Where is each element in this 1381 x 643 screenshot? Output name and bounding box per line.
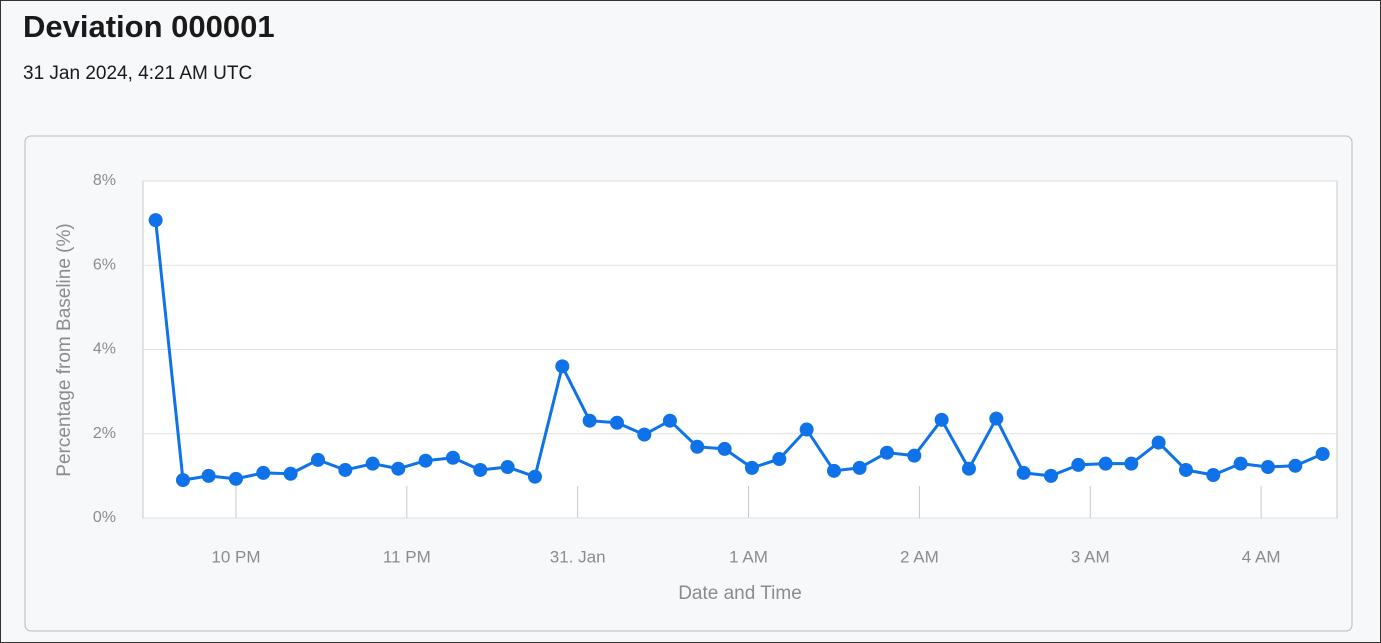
point — [637, 427, 652, 442]
point — [527, 469, 542, 484]
point — [1151, 435, 1166, 450]
point — [365, 456, 380, 471]
point — [445, 450, 460, 465]
point — [1016, 465, 1031, 480]
point — [799, 422, 814, 437]
point — [717, 441, 732, 456]
point — [418, 453, 433, 468]
x-tick-label: 2 AM — [900, 547, 939, 566]
point — [934, 412, 949, 427]
point — [175, 473, 190, 488]
x-tick-label: 31. Jan — [550, 547, 606, 566]
point — [473, 462, 488, 477]
y-tick-label: 6% — [93, 256, 116, 273]
point — [310, 452, 325, 467]
y-tick-label: 0% — [93, 509, 116, 526]
point — [1206, 468, 1221, 483]
subtitle: 31 Jan 2024, 4:21 AM UTC — [23, 63, 253, 84]
point — [256, 465, 271, 480]
point — [744, 460, 759, 475]
x-tick-label: 1 AM — [729, 547, 768, 566]
point — [609, 415, 624, 430]
point — [1124, 456, 1139, 471]
point — [662, 413, 677, 428]
point — [1178, 462, 1193, 477]
point — [228, 471, 243, 486]
x-tick-label: 11 PM — [383, 547, 431, 566]
point — [1233, 456, 1248, 471]
x-tick-label: 10 PM — [211, 547, 260, 566]
point — [201, 468, 216, 483]
point — [391, 461, 406, 476]
point — [1043, 468, 1058, 483]
point — [555, 359, 570, 374]
title: Deviation 000001 — [23, 9, 275, 44]
point — [852, 460, 867, 475]
point — [1071, 457, 1086, 472]
point — [1098, 456, 1113, 471]
point — [283, 466, 298, 481]
point — [500, 460, 515, 475]
point — [1315, 446, 1330, 461]
y-axis-title: Percentage from Baseline (%) — [54, 223, 75, 476]
point — [879, 445, 894, 460]
x-tick-label: 4 AM — [1242, 547, 1281, 566]
y-tick-label: 2% — [93, 425, 116, 442]
y-tick-label: 4% — [93, 341, 116, 358]
point — [338, 462, 353, 477]
point — [690, 439, 705, 454]
point — [582, 413, 597, 428]
y-tick-label: 8% — [93, 172, 116, 189]
x-axis-title: Date and Time — [678, 583, 802, 604]
point — [772, 452, 787, 467]
point — [1260, 460, 1275, 475]
point — [989, 411, 1004, 426]
point — [826, 463, 841, 478]
point — [1288, 458, 1303, 473]
point — [961, 461, 976, 476]
point — [148, 213, 163, 228]
point — [907, 448, 922, 463]
x-tick-label: 3 AM — [1071, 547, 1110, 566]
